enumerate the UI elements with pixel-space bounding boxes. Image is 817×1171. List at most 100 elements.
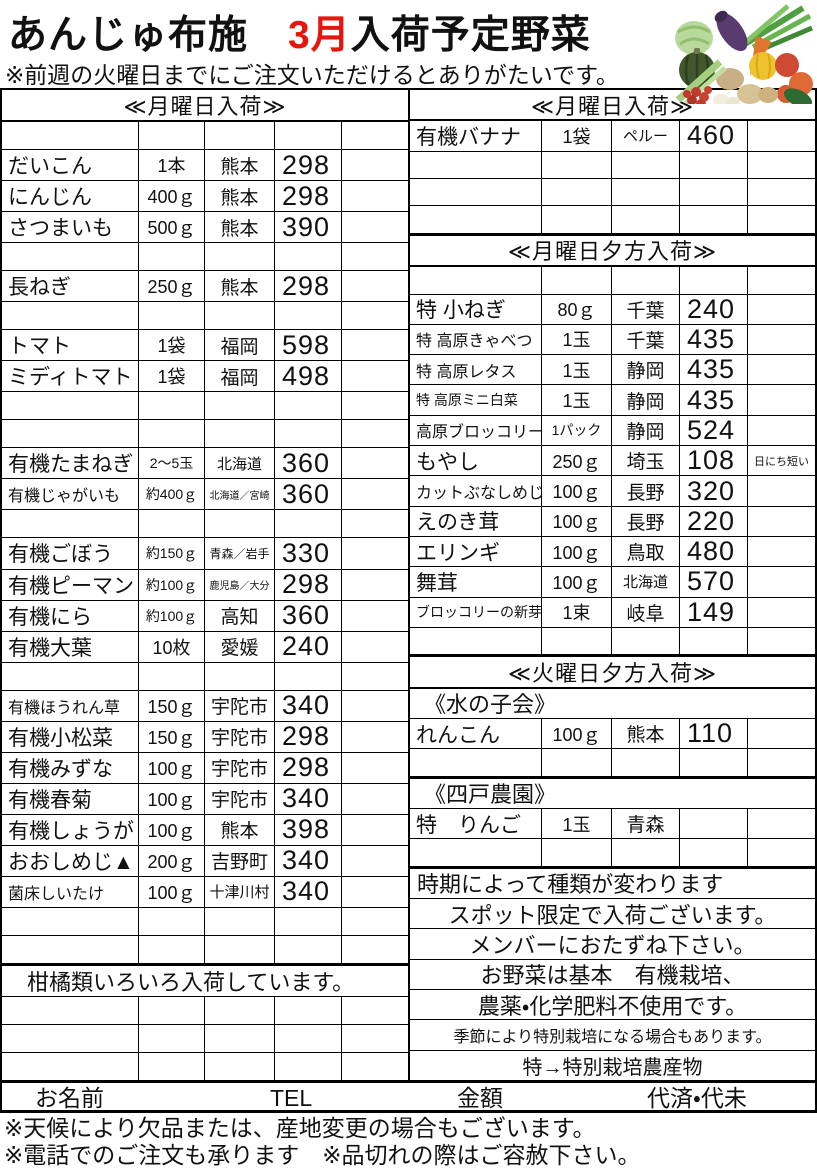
item-row: 有機じゃがいも 約400ｇ 北海道／宮崎 360 [2,479,408,511]
cell-name: さつまいも [2,212,139,243]
item-row: 有機しょうが 100ｇ 熊本 398 [2,814,408,846]
empty-row [410,151,815,180]
item-row: 特 小ねぎ 80ｇ 千葉 240 [410,294,815,325]
cell-name [410,267,542,294]
cell-name: 有機小松菜 [2,721,139,752]
title-suffix: 入荷予定野菜 [350,14,591,57]
cell-qty [139,302,205,330]
sheet-header: あんじゅ布施 3月入荷予定野菜 ※前週の火曜日までにご注文いただけるとありがたい… [0,0,817,104]
cell-name [2,996,139,1024]
cell-price [275,935,342,963]
name-field-label: お名前 [35,1085,104,1111]
cell-extra [748,179,815,205]
cell-origin: 高知 [205,600,275,631]
item-row: 有機にら 約100ｇ 高知 360 [2,600,408,632]
cell-price [680,206,748,233]
page-title: あんじゅ布施 3月入荷予定野菜 [8,4,591,60]
cell-qty: 250ｇ [139,271,205,302]
cell-price: 460 [680,121,748,151]
cell-name [2,662,139,690]
cell-price [275,243,342,271]
cell-extra [748,325,815,354]
cell-extra [342,601,408,631]
cell-origin: 宇陀市 [205,721,275,752]
cell-qty: 1袋 [542,121,612,151]
cell-price [275,1053,342,1081]
cell-qty: 100ｇ [139,783,205,814]
cell-extra [748,121,815,150]
item-row: 長ねぎ 250ｇ 熊本 298 [2,271,408,303]
cell-name: 有機ピーマン [2,569,139,600]
cell-extra [748,749,815,775]
cell-extra [748,416,815,445]
item-row: ミディトマト 1袋 福岡 498 [2,361,408,393]
cell-extra [342,632,408,662]
cell-price [275,907,342,935]
cell-origin: 熊本 [205,814,275,845]
note-row: メンバーにおたずね下さい。 [410,929,815,960]
cell-origin: 埼玉 [612,446,680,476]
cell-origin: 宇陀市 [205,783,275,814]
vegetables-illustration-icon [675,4,813,104]
cell-extra [342,663,408,690]
item-row: えのき茸 100ｇ 長野 220 [410,506,815,537]
empty-row [2,662,408,691]
cell-origin [612,206,680,233]
note-row: 特→特別栽培農産物 [522,1056,703,1079]
item-row: 有機たまねぎ 2～5玉 北海道 360 [2,448,408,480]
cell-name: 菌床しいたけ [2,876,139,907]
cell-price [275,122,342,150]
cell-origin: 愛媛 [205,631,275,662]
item-row: 有機大葉 10枚 愛媛 240 [2,631,408,663]
empty-row [410,179,815,207]
cell-price: 524 [680,415,748,446]
item-row: 有機春菊 100ｇ 宇陀市 340 [2,783,408,815]
cell-name: 有機大葉 [2,631,139,662]
cell-origin [205,510,275,538]
cell-qty: 500ｇ [139,212,205,243]
cell-name [2,935,139,963]
cell-name: 有機みずな [2,752,139,783]
cell-price: 240 [680,294,748,324]
cell-price [680,627,748,655]
item-row: カットぶなしめじ 100ｇ 長野 320 [410,476,815,507]
cell-price: 598 [275,330,342,361]
cell-extra [342,181,408,211]
cell-qty [139,935,205,963]
cell-price: 360 [275,448,342,479]
cell-extra [342,122,408,149]
cell-price [680,179,748,206]
cell-price [680,267,748,294]
cell-extra [748,206,815,232]
cell-price: 298 [275,752,342,783]
empty-row [2,1024,408,1053]
cell-name: 有機ごぼう [2,538,139,569]
order-deadline-note: ※前週の火曜日までにご注文いただけるとありがたいです。 [5,62,619,88]
cell-price: 298 [275,150,342,181]
cell-name: だいこん [2,150,139,181]
cell-qty [139,243,205,271]
empty-row [2,935,408,964]
cell-qty [139,510,205,538]
cell-qty [542,206,612,233]
cell-price: 435 [680,324,748,355]
cell-origin: 熊本 [205,181,275,212]
cell-origin: 鹿児島／大分 [205,569,275,600]
cell-qty [542,839,612,866]
cell-origin: 北海道／宮崎 [205,479,275,510]
cell-name: カットぶなしめじ [410,476,542,506]
cell-price [680,808,748,839]
cell-qty [542,179,612,206]
cell-price [680,839,748,866]
cell-name: 有機ほうれん草 [2,690,139,721]
cell-qty: 1袋 [139,361,205,392]
cell-qty: 約100ｇ [139,600,205,631]
cell-origin: 岐阜 [612,597,680,627]
cell-origin: 千葉 [612,324,680,355]
cell-qty: 1玉 [542,324,612,355]
cell-qty: 1玉 [542,808,612,839]
cell-qty: 約150ｇ [139,538,205,569]
item-row: 有機小松菜 150ｇ 宇陀市 298 [2,721,408,753]
cell-qty: 1玉 [542,385,612,415]
